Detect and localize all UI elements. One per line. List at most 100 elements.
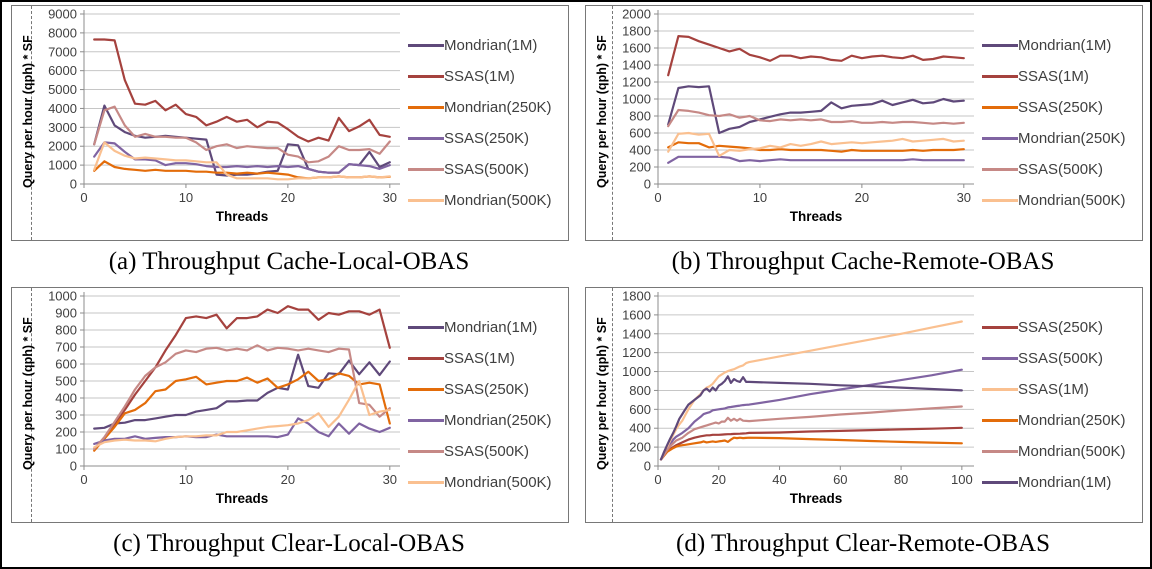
- y-tick-label: 700: [55, 340, 77, 355]
- y-tick-label: 1600: [622, 307, 651, 322]
- series-line: [667, 131, 965, 157]
- legend-line-swatch: [982, 106, 1018, 109]
- legend-label: SSAS(250K): [1018, 99, 1104, 116]
- series-line: [659, 368, 963, 461]
- dashed-guide-line: [31, 288, 32, 522]
- caption-chart-a: (a) Throughput Cache-Local-OBAS: [108, 248, 470, 275]
- x-tick-label: 0: [654, 472, 661, 487]
- y-tick-label: 600: [55, 357, 77, 372]
- legend-line-swatch: [982, 137, 1018, 140]
- series-line: [93, 417, 391, 445]
- legend-item: SSAS(250K): [982, 319, 1142, 336]
- x-tick-label: 10: [179, 472, 193, 487]
- x-tick-label: 0: [80, 472, 87, 487]
- x-tick-label: 10: [179, 190, 193, 205]
- legend-label: Mondrian(250K): [1018, 412, 1126, 429]
- legend-label: SSAS(250K): [444, 130, 530, 147]
- legend-item: Mondrian(500K): [982, 192, 1142, 209]
- y-tick-label: 0: [70, 459, 77, 474]
- series-line: [93, 141, 391, 181]
- series-line: [667, 85, 965, 135]
- y-tick-label: 1000: [48, 289, 77, 304]
- x-tick-label: 0: [654, 190, 661, 205]
- chart-column: 0 1000 2000 3000 4000 5000 6000 7000 8000 9000 0 10…: [38, 6, 406, 240]
- cell-chart-c: Query per hour (qph) * SF 0 100 200 300 400 5…: [2, 284, 576, 526]
- y-tick-label: 8000: [48, 25, 77, 40]
- legend-item: Mondrian(1M): [982, 37, 1142, 54]
- plot-area: 0 200 400 600 800 1000 1200 1400 1600 1800 0 20 40 60…: [622, 289, 974, 487]
- legend-label: SSAS(500K): [1018, 350, 1104, 367]
- legend-item: Mondrian(500K): [982, 443, 1142, 460]
- x-tick-label: 10: [753, 190, 767, 205]
- caption-chart-d: (d) Throughput Clear-Remote-OBAS: [676, 530, 1050, 557]
- legend-item: Mondrian(250K): [408, 412, 568, 429]
- legend-label: SSAS(500K): [444, 161, 530, 178]
- legend-label: SSAS(1M): [1018, 68, 1089, 85]
- legend-label: Mondrian(500K): [1018, 192, 1126, 209]
- legend-label: Mondrian(1M): [1018, 474, 1112, 491]
- dashed-guide-line: [31, 6, 32, 240]
- series-line: [659, 405, 963, 461]
- legend-line-swatch: [408, 106, 444, 109]
- x-tick-label: 30: [383, 190, 397, 205]
- legend-label: Mondrian(500K): [444, 474, 552, 491]
- series-line: [93, 305, 391, 451]
- y-tick-label: 600: [629, 126, 651, 141]
- legend-line-swatch: [408, 419, 444, 422]
- chart-column: 0 200 400 600 800 1000 1200 1400 1600 1800 2000 0 10…: [612, 6, 980, 240]
- legend-item: SSAS(250K): [982, 99, 1142, 116]
- y-tick-label: 0: [644, 177, 651, 192]
- legend-line-swatch: [408, 357, 444, 360]
- legend-line-swatch: [408, 388, 444, 391]
- x-tick-label: 20: [855, 190, 869, 205]
- y-tick-label: 900: [55, 306, 77, 321]
- x-tick-label: 30: [383, 472, 397, 487]
- legend-label: Mondrian(1M): [1018, 37, 1112, 54]
- legend-label: Mondrian(250K): [444, 99, 552, 116]
- series-line: [667, 35, 965, 77]
- y-tick-label: 200: [629, 440, 651, 455]
- legend-item: SSAS(1M): [408, 68, 568, 85]
- x-axis-title: Threads: [215, 209, 269, 224]
- caption-chart-b: (b) Throughput Cache-Remote-OBAS: [671, 248, 1055, 275]
- chart-panel-a: Query per hour (qph) * SF 0 1000 2000 3000 4…: [11, 5, 569, 241]
- legend-line-swatch: [982, 450, 1018, 453]
- dashed-guide-line: [612, 288, 613, 522]
- legend-label: SSAS(1M): [444, 68, 515, 85]
- x-axis-title: Threads: [789, 491, 843, 506]
- legend-item: SSAS(500K): [408, 161, 568, 178]
- y-tick-label: 1800: [622, 24, 651, 39]
- series-line: [93, 160, 391, 180]
- y-tick-label: 1400: [622, 58, 651, 73]
- x-tick-label: 0: [80, 190, 87, 205]
- x-tick-label: 40: [772, 472, 786, 487]
- series-line: [667, 141, 965, 153]
- x-tick-label: 20: [281, 472, 295, 487]
- y-tick-label: 200: [55, 425, 77, 440]
- legend-line-swatch: [982, 44, 1018, 47]
- legend-label: SSAS(250K): [1018, 319, 1104, 336]
- legend-item: SSAS(500K): [982, 161, 1142, 178]
- legend-item: Mondrian(1M): [982, 474, 1142, 491]
- legend-label: Mondrian(500K): [1018, 443, 1126, 460]
- x-axis-title: Threads: [789, 209, 843, 224]
- y-tick-label: 1400: [622, 326, 651, 341]
- y-tick-label: 0: [70, 177, 77, 192]
- series-line: [93, 105, 391, 164]
- y-tick-label: 600: [629, 402, 651, 417]
- series-line: [93, 141, 391, 174]
- y-tick-label: 7000: [48, 44, 77, 59]
- y-tick-label: 1000: [622, 92, 651, 107]
- series-line: [659, 436, 963, 461]
- legend: Mondrian(1M) SSAS(1M) Mondrian(250K) SSAS(2…: [406, 6, 568, 240]
- series-line: [93, 379, 391, 449]
- legend-line-swatch: [982, 357, 1018, 360]
- series-line: [667, 155, 965, 164]
- legend-item: Mondrian(500K): [408, 192, 568, 209]
- legend-item: Mondrian(1M): [408, 319, 568, 336]
- legend-item: SSAS(500K): [408, 443, 568, 460]
- y-tick-label: 400: [629, 421, 651, 436]
- legend: Mondrian(1M) SSAS(1M) SSAS(250K) Mondrian(2…: [406, 288, 568, 522]
- y-tick-label: 0: [644, 459, 651, 474]
